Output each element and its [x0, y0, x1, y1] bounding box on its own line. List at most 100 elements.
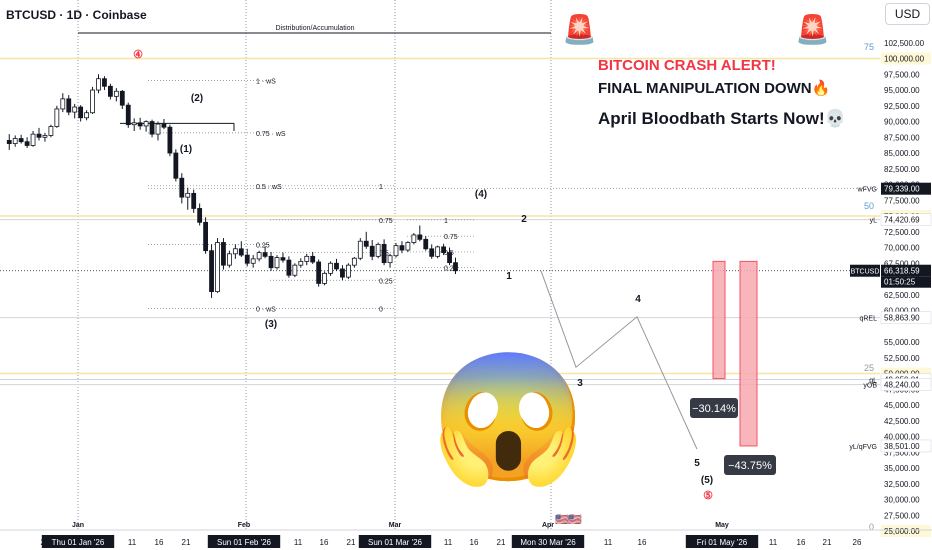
candle-body[interactable]	[90, 89, 95, 114]
price-tick: 60,000.00	[884, 307, 920, 316]
candle-body[interactable]	[84, 112, 89, 119]
candle-body[interactable]	[381, 243, 387, 264]
candle-body[interactable]	[18, 138, 24, 143]
candle-body[interactable]	[30, 133, 36, 146]
candle-body[interactable]	[161, 123, 167, 128]
candle-body[interactable]	[6, 140, 12, 144]
flag-icon: 🇺🇸	[568, 514, 582, 526]
candle-body[interactable]	[191, 192, 197, 209]
candle-body[interactable]	[24, 141, 30, 146]
month-label: Apr	[542, 522, 554, 529]
candle-body[interactable]	[405, 242, 411, 251]
candle-body[interactable]	[429, 248, 435, 257]
time-tick: 21	[182, 538, 191, 547]
currency-button[interactable]: USD	[885, 3, 930, 25]
drop-box-1[interactable]	[712, 260, 726, 380]
price-tick: 27,500.00	[884, 511, 920, 520]
month-label: May	[715, 522, 729, 529]
fib-level-label: 0.25	[379, 278, 393, 285]
candle-body[interactable]	[108, 85, 113, 97]
candle-body[interactable]	[417, 234, 423, 240]
candle-body[interactable]	[78, 106, 84, 119]
candle-body[interactable]	[215, 242, 220, 293]
price-level-value: 66,318.59	[884, 267, 920, 276]
candle-body[interactable]	[345, 264, 351, 278]
candle-body[interactable]	[351, 257, 357, 266]
candle-body[interactable]	[155, 123, 161, 135]
candle-body[interactable]	[250, 258, 256, 264]
wave-label: (2)	[191, 93, 203, 104]
candle-body[interactable]	[268, 255, 274, 269]
candle-body[interactable]	[375, 243, 381, 257]
price-level-value: 58,863.90	[884, 314, 920, 323]
symbol-title[interactable]: BTCUSD · 1D · Coinbase	[6, 8, 147, 22]
time-tick: 11	[444, 538, 453, 547]
candle-body[interactable]	[66, 98, 72, 113]
wave-label: ⑤	[703, 490, 713, 502]
candle-body[interactable]	[310, 255, 316, 263]
wave-label: 4	[635, 294, 641, 305]
candle-body[interactable]	[113, 90, 119, 97]
candle-body[interactable]	[125, 104, 131, 126]
candle-body[interactable]	[143, 121, 149, 127]
candle-body[interactable]	[36, 133, 42, 138]
candle-body[interactable]	[423, 238, 429, 250]
wave-label: (3)	[265, 319, 277, 330]
candle-body[interactable]	[149, 121, 155, 135]
candle-body[interactable]	[363, 240, 369, 247]
candle-body[interactable]	[226, 253, 232, 266]
candle-body[interactable]	[102, 78, 107, 87]
candle-body[interactable]	[48, 126, 54, 136]
candle-body[interactable]	[435, 246, 441, 257]
candle-body[interactable]	[357, 240, 363, 259]
candle-body[interactable]	[453, 262, 458, 272]
candle-body[interactable]	[292, 264, 298, 276]
candle-body[interactable]	[280, 257, 286, 261]
candle-body[interactable]	[179, 177, 185, 198]
candle-body[interactable]	[441, 246, 447, 253]
candle-body[interactable]	[316, 261, 322, 284]
price-tick: 67,500.00	[884, 259, 920, 268]
candle-body[interactable]	[54, 108, 60, 127]
candle-body[interactable]	[262, 252, 268, 257]
candle-body[interactable]	[411, 234, 417, 243]
candle-body[interactable]	[369, 245, 375, 257]
candle-body[interactable]	[244, 254, 250, 264]
date-badge-label: Sun 01 Mar '26	[368, 538, 423, 547]
candle-body[interactable]	[12, 138, 18, 144]
level-tag: wFVG	[857, 187, 877, 194]
price-tick: 40,000.00	[884, 433, 920, 442]
candle-body[interactable]	[221, 242, 226, 266]
candle-body[interactable]	[119, 90, 125, 106]
candle-body[interactable]	[232, 248, 238, 255]
candle-body[interactable]	[387, 255, 393, 264]
candle-body[interactable]	[447, 252, 452, 264]
candle-body[interactable]	[256, 252, 262, 260]
candle-body[interactable]	[238, 248, 244, 256]
candle-body[interactable]	[322, 272, 328, 284]
candle-body[interactable]	[185, 192, 191, 198]
candle-body[interactable]	[399, 245, 405, 251]
candle-body[interactable]	[209, 250, 214, 293]
candle-body[interactable]	[167, 126, 173, 154]
drop-box-2[interactable]	[739, 260, 758, 447]
candle-body[interactable]	[328, 262, 333, 274]
candle-body[interactable]	[96, 78, 101, 91]
candle-body[interactable]	[304, 255, 310, 262]
candle-body[interactable]	[173, 152, 179, 179]
candle-body[interactable]	[72, 106, 78, 113]
candle-body[interactable]	[393, 245, 399, 257]
candle-body[interactable]	[197, 208, 203, 223]
candle-body[interactable]	[274, 257, 280, 269]
candle-body[interactable]	[42, 135, 48, 138]
candle-body[interactable]	[334, 262, 339, 270]
candle-body[interactable]	[137, 122, 143, 127]
candle-body[interactable]	[298, 260, 304, 266]
candle-body[interactable]	[203, 221, 209, 252]
candle-body[interactable]	[60, 98, 66, 110]
candle-body[interactable]	[286, 259, 292, 276]
range-marker: 50	[864, 201, 874, 211]
candle-body[interactable]	[340, 268, 345, 278]
candle-body[interactable]	[131, 122, 137, 126]
